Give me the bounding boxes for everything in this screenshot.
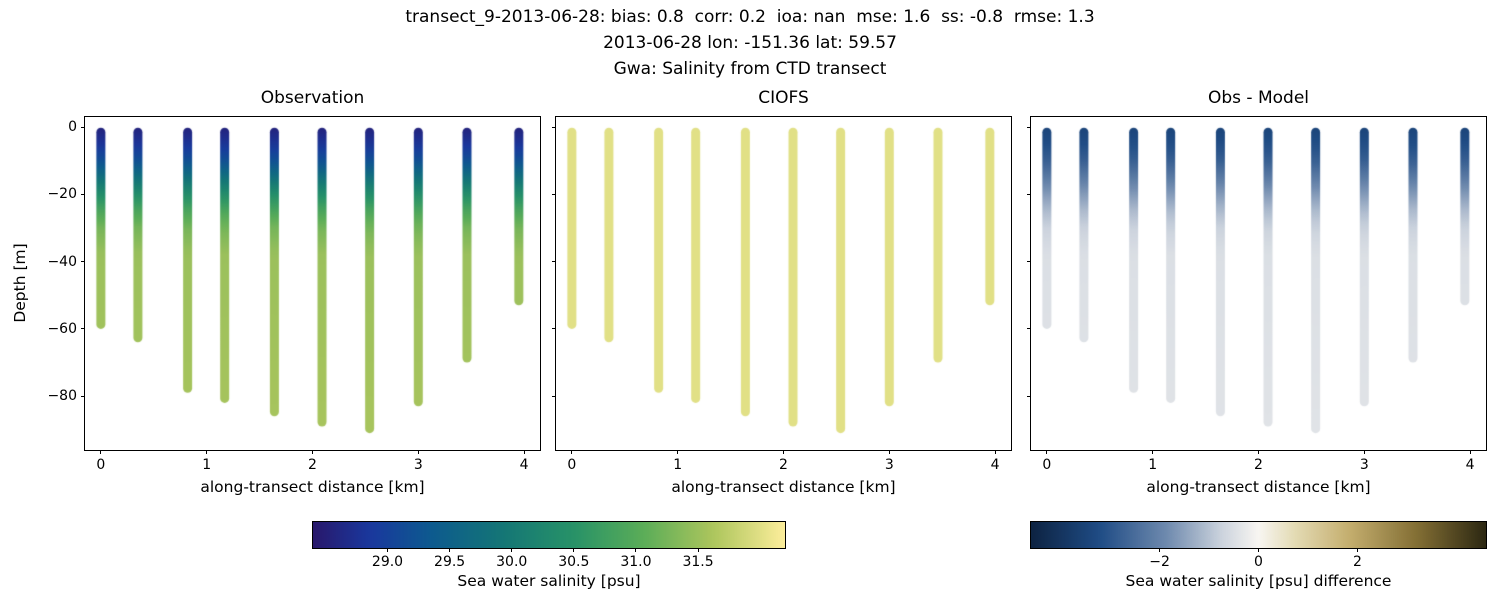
y-axis-label: Depth [m]: [11, 243, 29, 323]
y-tick-mark: [1027, 395, 1031, 397]
x-tick-label: 1: [1148, 457, 1158, 473]
x-tick-label: 4: [990, 457, 1000, 473]
panel-title-ciofs: CIOFS: [758, 88, 809, 108]
y-tick-label: −80: [47, 388, 77, 405]
colorbar-tick-label: 30.0: [496, 554, 528, 570]
y-tick-mark: [552, 126, 556, 128]
x-tick-mark: [1469, 450, 1471, 454]
salinity-colorbar-gradient: [313, 522, 785, 548]
y-tick-mark: [81, 193, 85, 195]
x-tick-mark: [571, 450, 573, 454]
colorbar-tick-mark: [635, 548, 637, 552]
colorbar-tick-label: 2: [1352, 554, 1362, 570]
observation-plot: [84, 116, 541, 451]
x-tick-label: 4: [519, 457, 529, 473]
x-tick-label: 2: [308, 457, 317, 473]
panel-title-observation: Observation: [260, 88, 365, 108]
panel-title-obs-minus-model: Obs - Model: [1207, 88, 1309, 108]
colorbar-tick-mark: [1159, 548, 1161, 552]
x-axis-label-ciofs: along-transect distance [km]: [671, 478, 896, 496]
difference-colorbar: [1030, 521, 1487, 549]
colorbar-tick-label: −2: [1149, 554, 1170, 570]
x-tick-mark: [312, 450, 313, 454]
colorbar-tick-label: 0: [1254, 554, 1263, 570]
colorbar-tick-mark: [511, 548, 513, 552]
ciofs-plot-canvas: [556, 117, 1011, 450]
x-tick-mark: [523, 450, 525, 454]
figure-title: transect_9-2013-06-28: bias: 0.8 corr: 0…: [0, 4, 1500, 82]
y-tick-mark: [81, 126, 85, 128]
y-tick-mark: [1027, 328, 1031, 330]
x-tick-label: 2: [1254, 457, 1263, 473]
x-tick-label: 1: [202, 457, 212, 473]
x-axis-label-obs-minus-model: along-transect distance [km]: [1146, 478, 1371, 496]
colorbar-tick-label: 31.0: [620, 554, 652, 570]
obs-minus-model-plot-canvas: [1031, 117, 1486, 450]
difference-colorbar-label: Sea water salinity [psu] difference: [1125, 572, 1392, 590]
obs-minus-model-plot: [1030, 116, 1487, 451]
x-tick-label: 0: [96, 457, 106, 473]
x-tick-label: 1: [673, 457, 683, 473]
x-tick-mark: [100, 450, 102, 454]
x-tick-label: 2: [779, 457, 788, 473]
salinity-colorbar-label: Sea water salinity [psu]: [457, 572, 641, 590]
x-tick-label: 0: [567, 457, 577, 473]
colorbar-tick-mark: [1356, 548, 1358, 552]
colorbar-tick-label: 31.5: [682, 554, 714, 570]
colorbar-tick-mark: [573, 548, 575, 552]
x-tick-label: 4: [1465, 457, 1475, 473]
salinity-colorbar: [312, 521, 786, 549]
x-tick-label: 0: [1042, 457, 1052, 473]
x-tick-label: 3: [1359, 457, 1369, 473]
y-tick-mark: [1027, 126, 1031, 128]
colorbar-tick-mark: [449, 548, 451, 552]
colorbar-tick-label: 30.5: [558, 554, 590, 570]
x-tick-mark: [888, 450, 890, 454]
x-axis-label-observation: along-transect distance [km]: [200, 478, 425, 496]
x-tick-mark: [783, 450, 784, 454]
x-tick-mark: [677, 450, 679, 454]
x-tick-mark: [206, 450, 208, 454]
ciofs-plot: [555, 116, 1012, 451]
x-tick-mark: [994, 450, 996, 454]
y-tick-mark: [1027, 193, 1031, 195]
colorbar-tick-mark: [387, 548, 389, 552]
observation-plot-canvas: [85, 117, 540, 450]
y-tick-label: −20: [47, 186, 77, 203]
x-tick-mark: [417, 450, 419, 454]
y-tick-label: 0: [68, 119, 77, 136]
y-tick-mark: [552, 261, 556, 263]
title-line-variable: Gwa: Salinity from CTD transect: [613, 59, 887, 79]
y-tick-mark: [552, 193, 556, 195]
x-tick-label: 3: [884, 457, 894, 473]
x-tick-mark: [1152, 450, 1154, 454]
y-tick-label: −60: [47, 320, 77, 337]
y-tick-mark: [81, 395, 85, 397]
x-tick-label: 3: [413, 457, 423, 473]
title-line-stats: transect_9-2013-06-28: bias: 0.8 corr: 0…: [405, 7, 1095, 27]
y-tick-mark: [552, 395, 556, 397]
y-tick-mark: [1027, 261, 1031, 263]
x-tick-mark: [1363, 450, 1365, 454]
colorbar-tick-label: 29.0: [371, 554, 404, 570]
x-tick-mark: [1258, 450, 1259, 454]
difference-colorbar-gradient: [1031, 522, 1486, 548]
colorbar-tick-label: 29.5: [434, 554, 466, 570]
y-tick-mark: [81, 328, 85, 330]
colorbar-tick-mark: [1258, 548, 1259, 552]
x-tick-mark: [1046, 450, 1048, 454]
title-line-location: 2013-06-28 lon: -151.36 lat: 59.57: [603, 33, 897, 53]
colorbar-tick-mark: [697, 548, 699, 552]
y-tick-label: −40: [47, 253, 77, 270]
y-tick-mark: [81, 261, 85, 263]
y-tick-mark: [552, 328, 556, 330]
